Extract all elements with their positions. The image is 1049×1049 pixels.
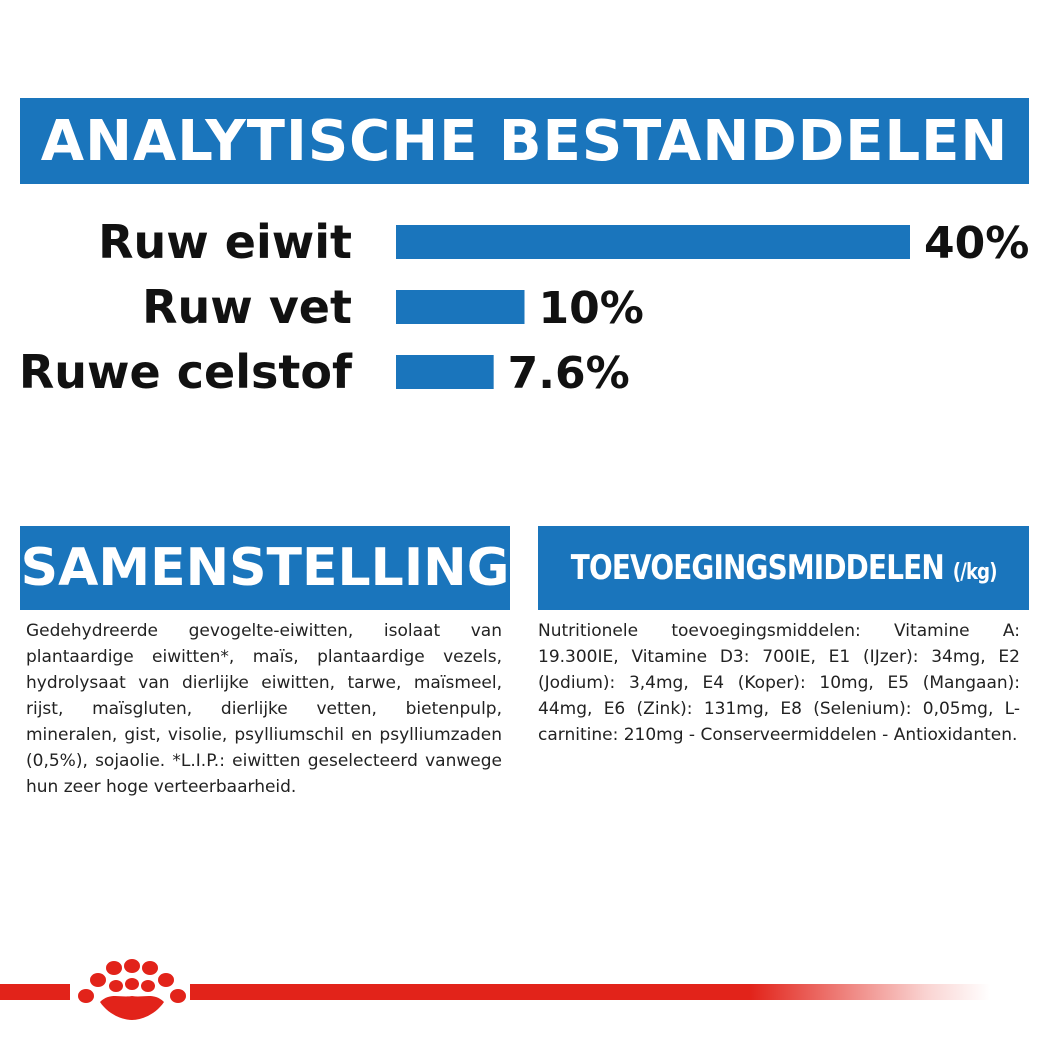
samenstelling-text: Gedehydreerde gevogelte-eiwitten, isolaa… <box>26 621 502 797</box>
analytics-bar-chart: Ruw eiwit 40% Ruw vet 10% Ruwe celstof 7.6% <box>19 215 1029 399</box>
toevoegingsmiddelen-heading-suffix: (/kg) <box>952 560 998 585</box>
toevoegingsmiddelen-text: Nutritionele toevoegingsmiddelen: Vitami… <box>538 621 1020 745</box>
category-label: Ruw eiwit <box>98 215 352 269</box>
value-label: 7.6% <box>508 348 630 399</box>
category-label: Ruwe celstof <box>19 345 353 399</box>
value-label: 40% <box>924 218 1029 269</box>
toevoegingsmiddelen-heading: TOEVOEGINGSMIDDELEN <box>570 548 945 588</box>
bar <box>396 225 910 259</box>
samenstelling-header: SAMENSTELLING <box>20 526 510 610</box>
analytics-banner: ANALYTISCHE BESTANDDELEN <box>20 98 1029 184</box>
footer-stripe <box>190 984 990 1000</box>
value-label: 10% <box>539 283 644 334</box>
toevoegingsmiddelen-heading-wrap: TOEVOEGINGSMIDDELEN (/kg) <box>570 548 998 588</box>
footer-stripe-left <box>0 984 70 1000</box>
samenstelling-heading: SAMENSTELLING <box>20 538 510 598</box>
analytics-title: ANALYTISCHE BESTANDDELEN <box>40 108 1009 174</box>
bar <box>396 290 525 324</box>
bar <box>396 355 494 389</box>
royal-canin-crown-icon <box>78 959 186 1020</box>
toevoegingsmiddelen-header: TOEVOEGINGSMIDDELEN (/kg) <box>538 526 1029 610</box>
category-label: Ruw vet <box>142 280 352 334</box>
